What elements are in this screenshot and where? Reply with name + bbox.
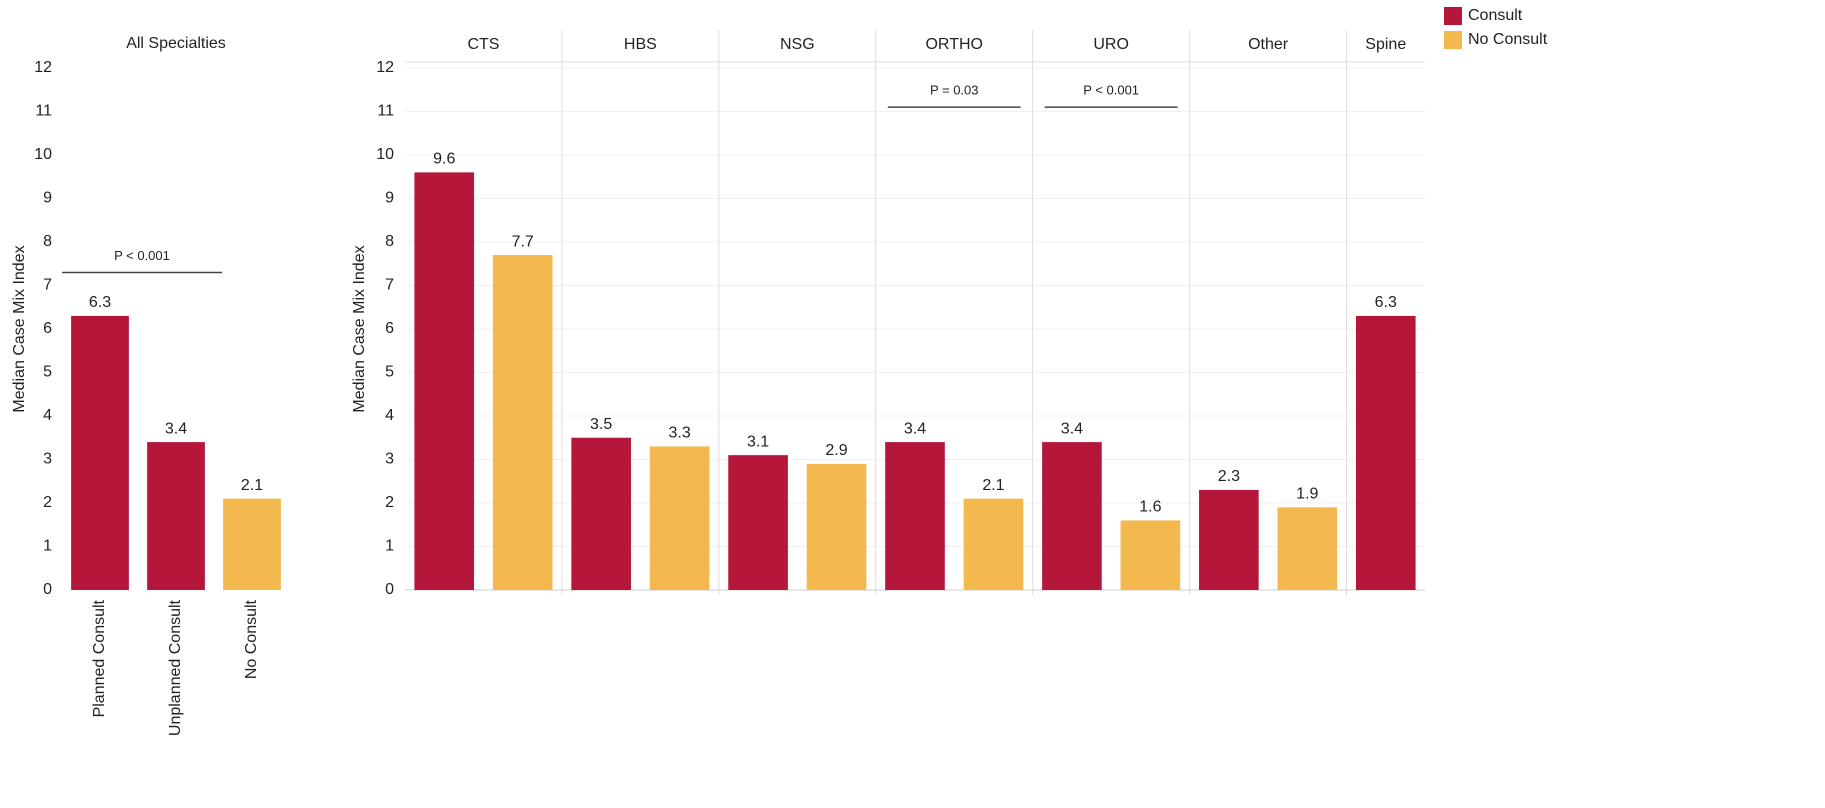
bar	[728, 455, 788, 590]
y-tick-label: 12	[376, 59, 394, 76]
value-label: 2.1	[241, 477, 263, 494]
facet-label: ORTHO	[925, 36, 982, 53]
bar	[1199, 489, 1259, 590]
facet-label: HBS	[624, 36, 657, 53]
annotation-text: P < 0.001	[114, 248, 170, 263]
annotation-text: P < 0.001	[1083, 83, 1139, 98]
value-label: 3.1	[747, 433, 769, 450]
value-label: 6.3	[89, 294, 111, 311]
y-tick-label: 11	[35, 103, 52, 120]
value-label: 3.3	[668, 425, 690, 442]
bar	[571, 437, 631, 590]
facet-label: NSG	[780, 36, 815, 53]
facet-label: Spine	[1365, 36, 1406, 53]
bar	[806, 463, 867, 590]
facet-label: CTS	[467, 36, 499, 53]
value-label: 2.3	[1218, 468, 1240, 485]
y-tick-label: 7	[43, 277, 52, 294]
value-label: 7.7	[512, 233, 534, 250]
y-tick-label: 8	[385, 233, 394, 250]
y-tick-label: 2	[385, 494, 394, 511]
y-tick-label: 10	[376, 146, 394, 163]
legend-swatch	[1444, 31, 1462, 49]
y-tick-label: 3	[385, 451, 394, 468]
bar	[885, 442, 945, 590]
x-tick-label: No Consult	[243, 599, 260, 679]
y-tick-label: 1	[385, 538, 394, 555]
y-tick-label: 3	[43, 451, 52, 468]
annotation-text: P = 0.03	[930, 83, 979, 98]
legend-label: Consult	[1468, 7, 1523, 24]
x-tick-label: Planned Consult	[91, 599, 108, 717]
bar	[147, 442, 205, 590]
bar	[1355, 315, 1416, 590]
bar	[1042, 442, 1102, 590]
y-tick-label: 6	[385, 320, 394, 337]
y-tick-label: 12	[34, 59, 52, 76]
y-tick-label: 4	[385, 407, 394, 424]
y-axis-label: Median Case Mix Index	[351, 245, 368, 412]
y-tick-label: 4	[43, 407, 52, 424]
facet-label: URO	[1093, 36, 1129, 53]
y-axis-label: Median Case Mix Index	[11, 245, 28, 412]
y-tick-label: 10	[34, 146, 52, 163]
y-tick-label: 7	[385, 277, 394, 294]
value-label: 9.6	[433, 151, 455, 168]
value-label: 3.4	[165, 420, 187, 437]
x-tick-label: Unplanned Consult	[167, 599, 184, 736]
y-tick-label: 8	[43, 233, 52, 250]
y-tick-label: 1	[43, 538, 52, 555]
y-tick-label: 9	[385, 190, 394, 207]
value-label: 3.5	[590, 416, 612, 433]
value-label: 1.9	[1296, 486, 1318, 503]
legend-swatch	[1444, 7, 1462, 25]
value-label: 2.1	[982, 477, 1004, 494]
bar	[71, 315, 129, 590]
bar	[1277, 507, 1338, 590]
bar	[1120, 520, 1181, 590]
y-tick-label: 2	[43, 494, 52, 511]
y-tick-label: 6	[43, 320, 52, 337]
value-label: 2.9	[825, 442, 847, 459]
y-tick-label: 0	[43, 581, 52, 598]
value-label: 6.3	[1375, 294, 1397, 311]
value-label: 3.4	[1061, 420, 1083, 437]
y-tick-label: 11	[377, 103, 394, 120]
bar	[414, 172, 475, 590]
y-tick-label: 5	[43, 364, 52, 381]
bar	[649, 446, 710, 590]
facet-label: Other	[1248, 36, 1289, 53]
bar	[963, 498, 1024, 590]
y-tick-label: 0	[385, 581, 394, 598]
y-tick-label: 9	[43, 190, 52, 207]
bar	[223, 498, 281, 590]
chart-title: All Specialties	[126, 35, 226, 52]
bar	[492, 255, 553, 591]
y-tick-label: 5	[385, 364, 394, 381]
value-label: 1.6	[1139, 499, 1161, 516]
value-label: 3.4	[904, 420, 926, 437]
legend-label: No Consult	[1468, 31, 1548, 48]
